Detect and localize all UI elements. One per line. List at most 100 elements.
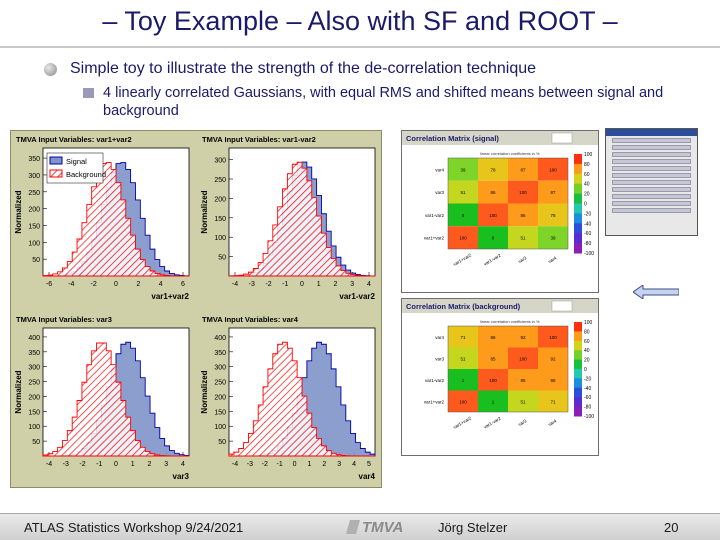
x-tick-label: 1: [131, 461, 135, 468]
matrix-cell-value: 100: [549, 167, 557, 172]
matrix-cell: [508, 326, 538, 348]
x-tick-label: -2: [91, 281, 97, 288]
correlation-matrix-signal-panel: Correlation Matrix (signal) linear correl…: [401, 130, 599, 293]
matrix-cell: [538, 369, 568, 391]
gui-titlebar: [606, 129, 697, 136]
matrix-cell-value: 0: [492, 236, 495, 241]
tmva-logo: TMVA: [346, 519, 403, 536]
y-tick-label: 400: [214, 335, 226, 342]
y-tick-label: 150: [28, 409, 40, 416]
color-scale-segment: [574, 378, 582, 389]
histogram-plot: TMVA Input Variables: var1+var2 Normalize…: [12, 132, 194, 306]
correlation-matrix-signal: Correlation Matrix (signal) linear correl…: [402, 131, 598, 267]
gui-button: [612, 166, 691, 171]
y-tick-label: 100: [28, 424, 40, 431]
y-tick-label: 150: [28, 223, 40, 230]
matrix-row-label: var1-var2: [425, 378, 445, 383]
color-scale-label: 40: [584, 182, 590, 188]
gui-button: [612, 201, 691, 206]
y-axis-label: Normalized: [200, 370, 209, 413]
x-tick-label: -6: [46, 281, 52, 288]
color-scale-label: -20: [584, 376, 591, 382]
x-tick-label: 4: [159, 281, 163, 288]
matrix-cell-value: 1: [492, 399, 495, 404]
x-tick-label: -4: [232, 461, 238, 468]
matrix-frame: [447, 157, 569, 250]
color-scale-segment: [574, 163, 582, 175]
histogram-plot: TMVA Input Variables: var3Normalized5010…: [12, 312, 194, 486]
matrix-cell: [478, 226, 508, 249]
matrix-cell-value: 78: [490, 167, 496, 172]
histogram-plot: TMVA Input Variables: var1-var2 Normalize…: [198, 132, 380, 306]
matrix-cell: [448, 326, 478, 348]
y-tick-label: 100: [214, 424, 226, 431]
x-tick-label: 2: [334, 281, 338, 288]
y-tick-label: 300: [214, 158, 226, 165]
color-scale-label: 60: [584, 339, 590, 345]
color-scale-segment: [574, 203, 582, 214]
color-scale-segment: [574, 173, 582, 185]
matrix-cell-value: 100: [459, 236, 467, 241]
y-tick-label: 150: [214, 216, 226, 223]
y-tick-label: 200: [28, 207, 40, 214]
matrix-cell: [448, 180, 478, 204]
y-tick-label: 50: [218, 255, 226, 262]
matrix-cell-value: 100: [549, 335, 557, 340]
gui-button: [612, 152, 691, 157]
plot-title: TMVA Input Variables: var1-var2: [202, 135, 316, 144]
y-tick-label: 350: [28, 156, 40, 163]
matrix-cell-value: 100: [489, 378, 497, 383]
matrix-cell: [478, 203, 508, 227]
x-axis-label: var1+var2: [151, 292, 189, 301]
matrix-title: Correlation Matrix (signal): [406, 134, 499, 143]
tmva-mini-logo: [551, 300, 573, 312]
matrix-cell: [478, 347, 508, 369]
y-tick-label: 50: [32, 257, 40, 264]
svg-text:TMVA: TMVA: [362, 519, 403, 536]
matrix-row-label: var1+var2: [424, 236, 445, 241]
correlation-matrix-background: Correlation Matrix (background) linear co…: [402, 299, 598, 430]
histogram-plots-canvas: TMVA Input Variables: var1+var2 Normalize…: [12, 132, 380, 486]
matrix-cell: [508, 347, 538, 369]
y-axis-label: Normalized: [200, 190, 209, 233]
matrix-cell-value: 87: [550, 190, 556, 195]
y-axis-label: Normalized: [14, 190, 23, 233]
bullet-dot-icon: [44, 63, 57, 76]
color-scale-label: -80: [584, 405, 591, 411]
y-tick-label: 200: [28, 394, 40, 401]
page-number: 20: [664, 520, 679, 535]
matrix-row-label: var1-var2: [425, 213, 445, 218]
color-scale-label: 60: [584, 172, 590, 178]
x-tick-label: 4: [352, 461, 356, 468]
matrix-col-label: var4: [547, 255, 558, 264]
color-scale-label: 80: [584, 162, 590, 168]
y-tick-label: 300: [28, 173, 40, 180]
matrix-cell-value: 100: [489, 213, 497, 218]
matrix-col-label: var1-var2: [483, 253, 502, 267]
color-scale-label: 80: [584, 329, 590, 335]
matrix-cell: [538, 226, 568, 249]
matrix-cell: [508, 158, 538, 181]
bullet-main-text: Simple toy to illustrate the strength of…: [70, 60, 537, 77]
gui-button: [612, 138, 691, 143]
x-tick-label: -3: [247, 461, 253, 468]
footer-author: Jörg Stelzer: [438, 520, 508, 535]
sub-bullet-square-icon: [83, 88, 94, 98]
slide-title: – Toy Example – Also with SF and ROOT –: [102, 6, 618, 36]
y-tick-label: 350: [214, 350, 226, 357]
matrix-cell-value: 39: [460, 167, 466, 172]
y-tick-label: 150: [214, 409, 226, 416]
color-scale-label: -40: [584, 386, 591, 392]
matrix-cell: [508, 180, 538, 204]
matrix-cell: [478, 390, 508, 412]
x-tick-label: -2: [265, 281, 271, 288]
matrix-cell-value: 100: [519, 356, 527, 361]
gui-button: [612, 145, 691, 150]
y-tick-label: 50: [32, 439, 40, 446]
matrix-cell-value: 86: [490, 335, 496, 340]
legend-signal-label: Signal: [66, 157, 87, 166]
matrix-cell-value: 100: [519, 190, 527, 195]
matrix-title: Correlation Matrix (background): [406, 302, 521, 311]
y-axis-label: Normalized: [14, 370, 23, 413]
x-axis-label: var3: [173, 472, 190, 481]
